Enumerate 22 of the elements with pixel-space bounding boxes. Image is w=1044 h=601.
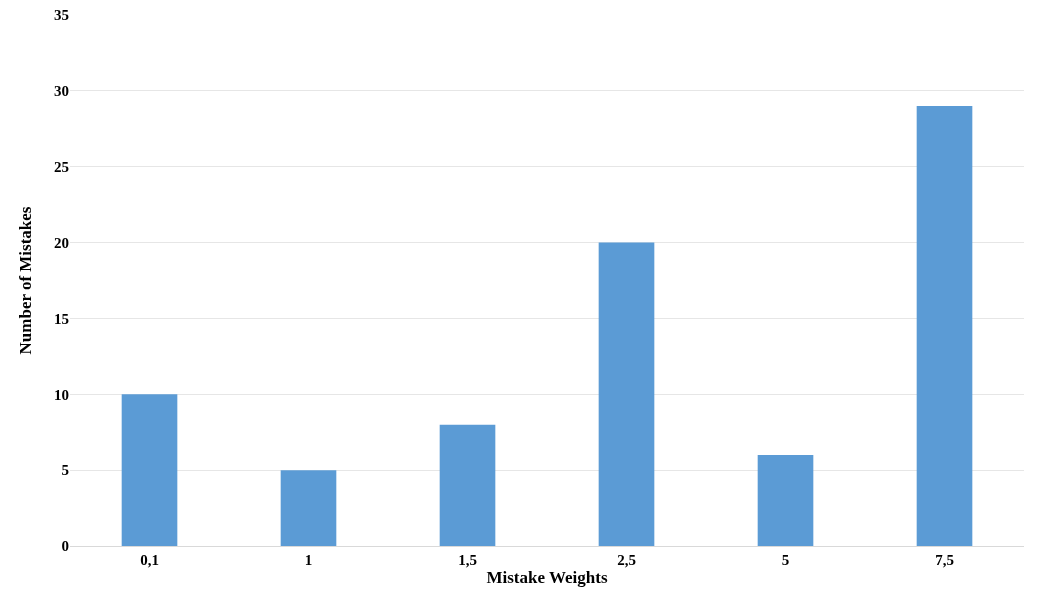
- y-axis-title: Number of Mistakes: [15, 206, 35, 355]
- x-tick-label: 1: [304, 552, 313, 568]
- bar: [916, 106, 973, 546]
- bar: [439, 424, 496, 546]
- y-tick-label: 30: [54, 83, 69, 100]
- y-tick-label: 35: [54, 7, 69, 24]
- y-tick-label: 0: [61, 538, 69, 555]
- bar: [121, 394, 178, 546]
- y-tick-label: 5: [61, 462, 69, 479]
- x-tick-label: 7,5: [935, 552, 954, 568]
- x-tick-label: 0,1: [140, 552, 159, 568]
- bar: [280, 470, 337, 546]
- x-tick-label: 1,5: [458, 552, 477, 568]
- y-tick-label: 15: [54, 310, 69, 327]
- y-tick-label: 25: [54, 158, 69, 175]
- y-tick-label: 10: [54, 386, 69, 403]
- x-tick-label: 2,5: [617, 552, 636, 568]
- x-axis-title: Mistake Weights: [486, 568, 608, 588]
- bar: [757, 454, 814, 546]
- x-tick-label: 5: [781, 552, 790, 568]
- bar: [598, 242, 655, 546]
- y-tick-label: 20: [54, 234, 69, 251]
